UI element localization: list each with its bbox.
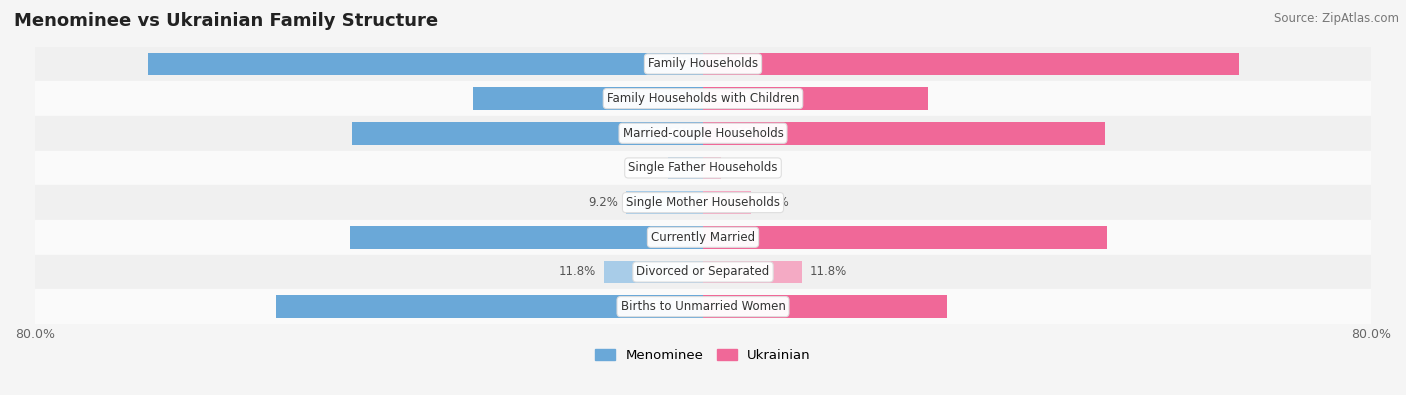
Text: 66.5%: 66.5% xyxy=(650,57,690,70)
Bar xyxy=(703,295,946,318)
Text: 27.6%: 27.6% xyxy=(650,92,690,105)
Text: Single Mother Households: Single Mother Households xyxy=(626,196,780,209)
Bar xyxy=(350,226,703,248)
Text: Currently Married: Currently Married xyxy=(651,231,755,244)
Bar xyxy=(35,220,1371,255)
Bar xyxy=(353,122,703,145)
Bar xyxy=(277,295,703,318)
Bar xyxy=(668,157,703,179)
Text: Married-couple Households: Married-couple Households xyxy=(623,127,783,140)
Bar xyxy=(35,185,1371,220)
Bar xyxy=(703,191,751,214)
Text: 26.9%: 26.9% xyxy=(716,92,756,105)
Text: Divorced or Separated: Divorced or Separated xyxy=(637,265,769,278)
Bar xyxy=(35,255,1371,289)
Bar xyxy=(703,226,1107,248)
Bar xyxy=(703,122,1105,145)
Text: Family Households with Children: Family Households with Children xyxy=(607,92,799,105)
Text: 42.0%: 42.0% xyxy=(650,127,690,140)
Bar xyxy=(148,53,703,75)
Text: 51.1%: 51.1% xyxy=(650,300,690,313)
Text: 64.2%: 64.2% xyxy=(716,57,756,70)
Bar xyxy=(605,261,703,283)
Text: Family Households: Family Households xyxy=(648,57,758,70)
Text: 11.8%: 11.8% xyxy=(810,265,848,278)
Bar xyxy=(703,87,928,110)
Text: 5.7%: 5.7% xyxy=(759,196,789,209)
Bar xyxy=(472,87,703,110)
Bar xyxy=(35,47,1371,81)
Bar xyxy=(703,53,1239,75)
Bar xyxy=(35,289,1371,324)
Text: 48.4%: 48.4% xyxy=(716,231,756,244)
Bar xyxy=(35,81,1371,116)
Text: Source: ZipAtlas.com: Source: ZipAtlas.com xyxy=(1274,12,1399,25)
Text: 48.1%: 48.1% xyxy=(716,127,756,140)
Bar xyxy=(703,261,801,283)
Legend: Menominee, Ukrainian: Menominee, Ukrainian xyxy=(591,343,815,367)
Text: 42.3%: 42.3% xyxy=(650,231,690,244)
Text: 2.1%: 2.1% xyxy=(728,162,759,175)
Text: 11.8%: 11.8% xyxy=(558,265,596,278)
Bar xyxy=(626,191,703,214)
Text: Single Father Households: Single Father Households xyxy=(628,162,778,175)
Text: 9.2%: 9.2% xyxy=(588,196,617,209)
Text: 4.2%: 4.2% xyxy=(630,162,659,175)
Bar xyxy=(35,116,1371,150)
Text: 29.2%: 29.2% xyxy=(716,300,756,313)
Bar xyxy=(703,157,720,179)
Bar xyxy=(35,150,1371,185)
Text: Births to Unmarried Women: Births to Unmarried Women xyxy=(620,300,786,313)
Text: Menominee vs Ukrainian Family Structure: Menominee vs Ukrainian Family Structure xyxy=(14,12,439,30)
